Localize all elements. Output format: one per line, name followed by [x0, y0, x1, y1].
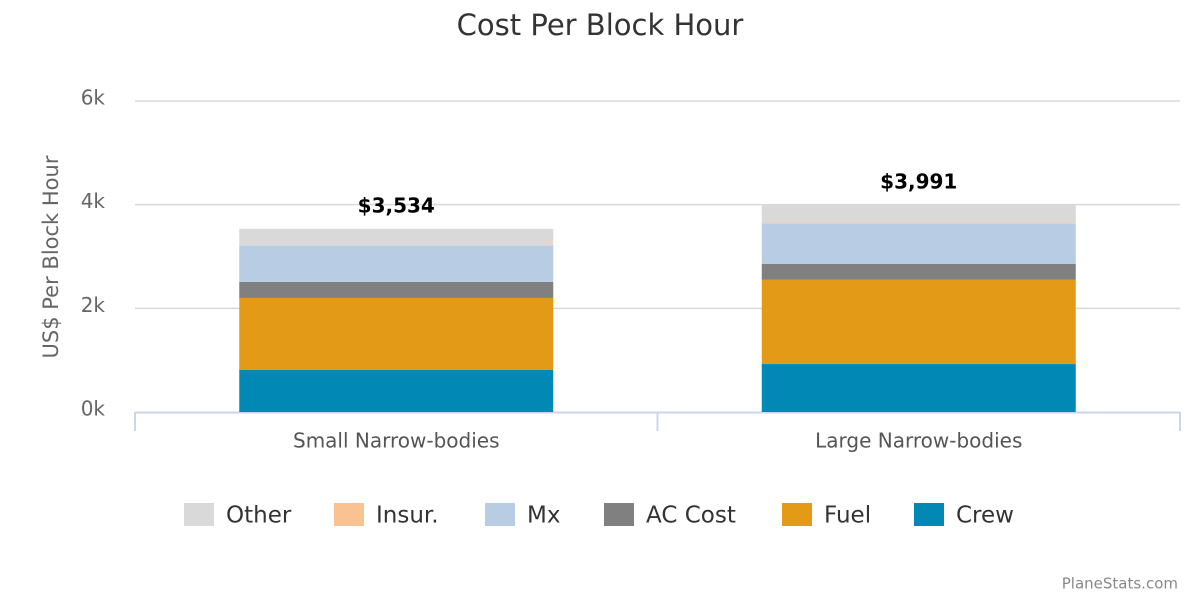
y-tick-label: 0k — [81, 397, 106, 421]
legend-swatch — [604, 503, 634, 526]
bar-segment — [761, 223, 1076, 224]
y-tick-label: 2k — [81, 293, 106, 317]
legend-swatch — [914, 503, 944, 526]
legend-label: Other — [226, 503, 292, 529]
y-tick-label: 4k — [81, 189, 106, 213]
bar-segment — [239, 281, 554, 298]
bar-segment — [761, 223, 1076, 264]
y-axis-label: US$ Per Block Hour — [39, 155, 63, 358]
legend-label: AC Cost — [646, 503, 736, 529]
bar-segment — [239, 297, 554, 371]
x-tick-label: Small Narrow-bodies — [293, 429, 500, 453]
legend-label: Fuel — [824, 503, 871, 529]
legend-label: Insur. — [376, 503, 439, 529]
bar-segment — [761, 205, 1076, 224]
bar-segment — [761, 364, 1076, 412]
legend-swatch — [485, 503, 515, 526]
legend-swatch — [334, 503, 364, 526]
legend-label: Mx — [527, 503, 560, 529]
bar-segment — [239, 245, 554, 246]
total-label: $3,991 — [880, 170, 957, 194]
bar-segment — [239, 245, 554, 282]
chart-title: Cost Per Block Hour — [457, 8, 744, 42]
x-tick-label: Large Narrow-bodies — [815, 429, 1022, 453]
bar-segment — [239, 228, 554, 246]
total-label: $3,534 — [358, 193, 435, 217]
bar-segment — [239, 370, 554, 412]
bar-segment — [761, 263, 1076, 280]
bar-segment — [761, 279, 1076, 365]
y-tick-label: 6k — [81, 86, 106, 110]
legend-swatch — [782, 503, 812, 526]
legend-swatch — [184, 503, 214, 526]
legend-label: Crew — [956, 503, 1014, 529]
credit: PlaneStats.com — [1062, 575, 1178, 593]
